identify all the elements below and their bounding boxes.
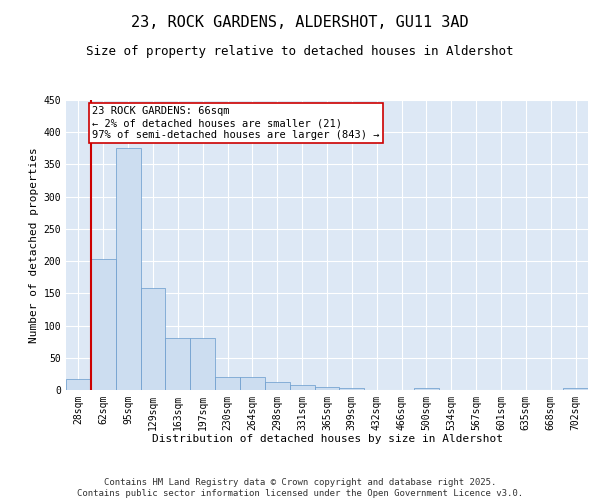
Bar bbox=[116, 148, 140, 390]
Bar bbox=[314, 387, 340, 390]
Bar bbox=[240, 377, 265, 390]
Text: Contains HM Land Registry data © Crown copyright and database right 2025.
Contai: Contains HM Land Registry data © Crown c… bbox=[77, 478, 523, 498]
Bar bbox=[265, 382, 290, 390]
Bar bbox=[66, 379, 91, 390]
Bar bbox=[340, 388, 364, 390]
Text: Size of property relative to detached houses in Aldershot: Size of property relative to detached ho… bbox=[86, 45, 514, 58]
Bar bbox=[91, 259, 116, 390]
Bar bbox=[563, 388, 588, 390]
Bar bbox=[166, 338, 190, 390]
Bar bbox=[215, 377, 240, 390]
Y-axis label: Number of detached properties: Number of detached properties bbox=[29, 147, 40, 343]
Bar bbox=[140, 288, 166, 390]
Text: 23, ROCK GARDENS, ALDERSHOT, GU11 3AD: 23, ROCK GARDENS, ALDERSHOT, GU11 3AD bbox=[131, 15, 469, 30]
Bar bbox=[414, 388, 439, 390]
Bar bbox=[290, 386, 314, 390]
Text: 23 ROCK GARDENS: 66sqm
← 2% of detached houses are smaller (21)
97% of semi-deta: 23 ROCK GARDENS: 66sqm ← 2% of detached … bbox=[92, 106, 380, 140]
Bar bbox=[190, 338, 215, 390]
X-axis label: Distribution of detached houses by size in Aldershot: Distribution of detached houses by size … bbox=[151, 434, 503, 444]
